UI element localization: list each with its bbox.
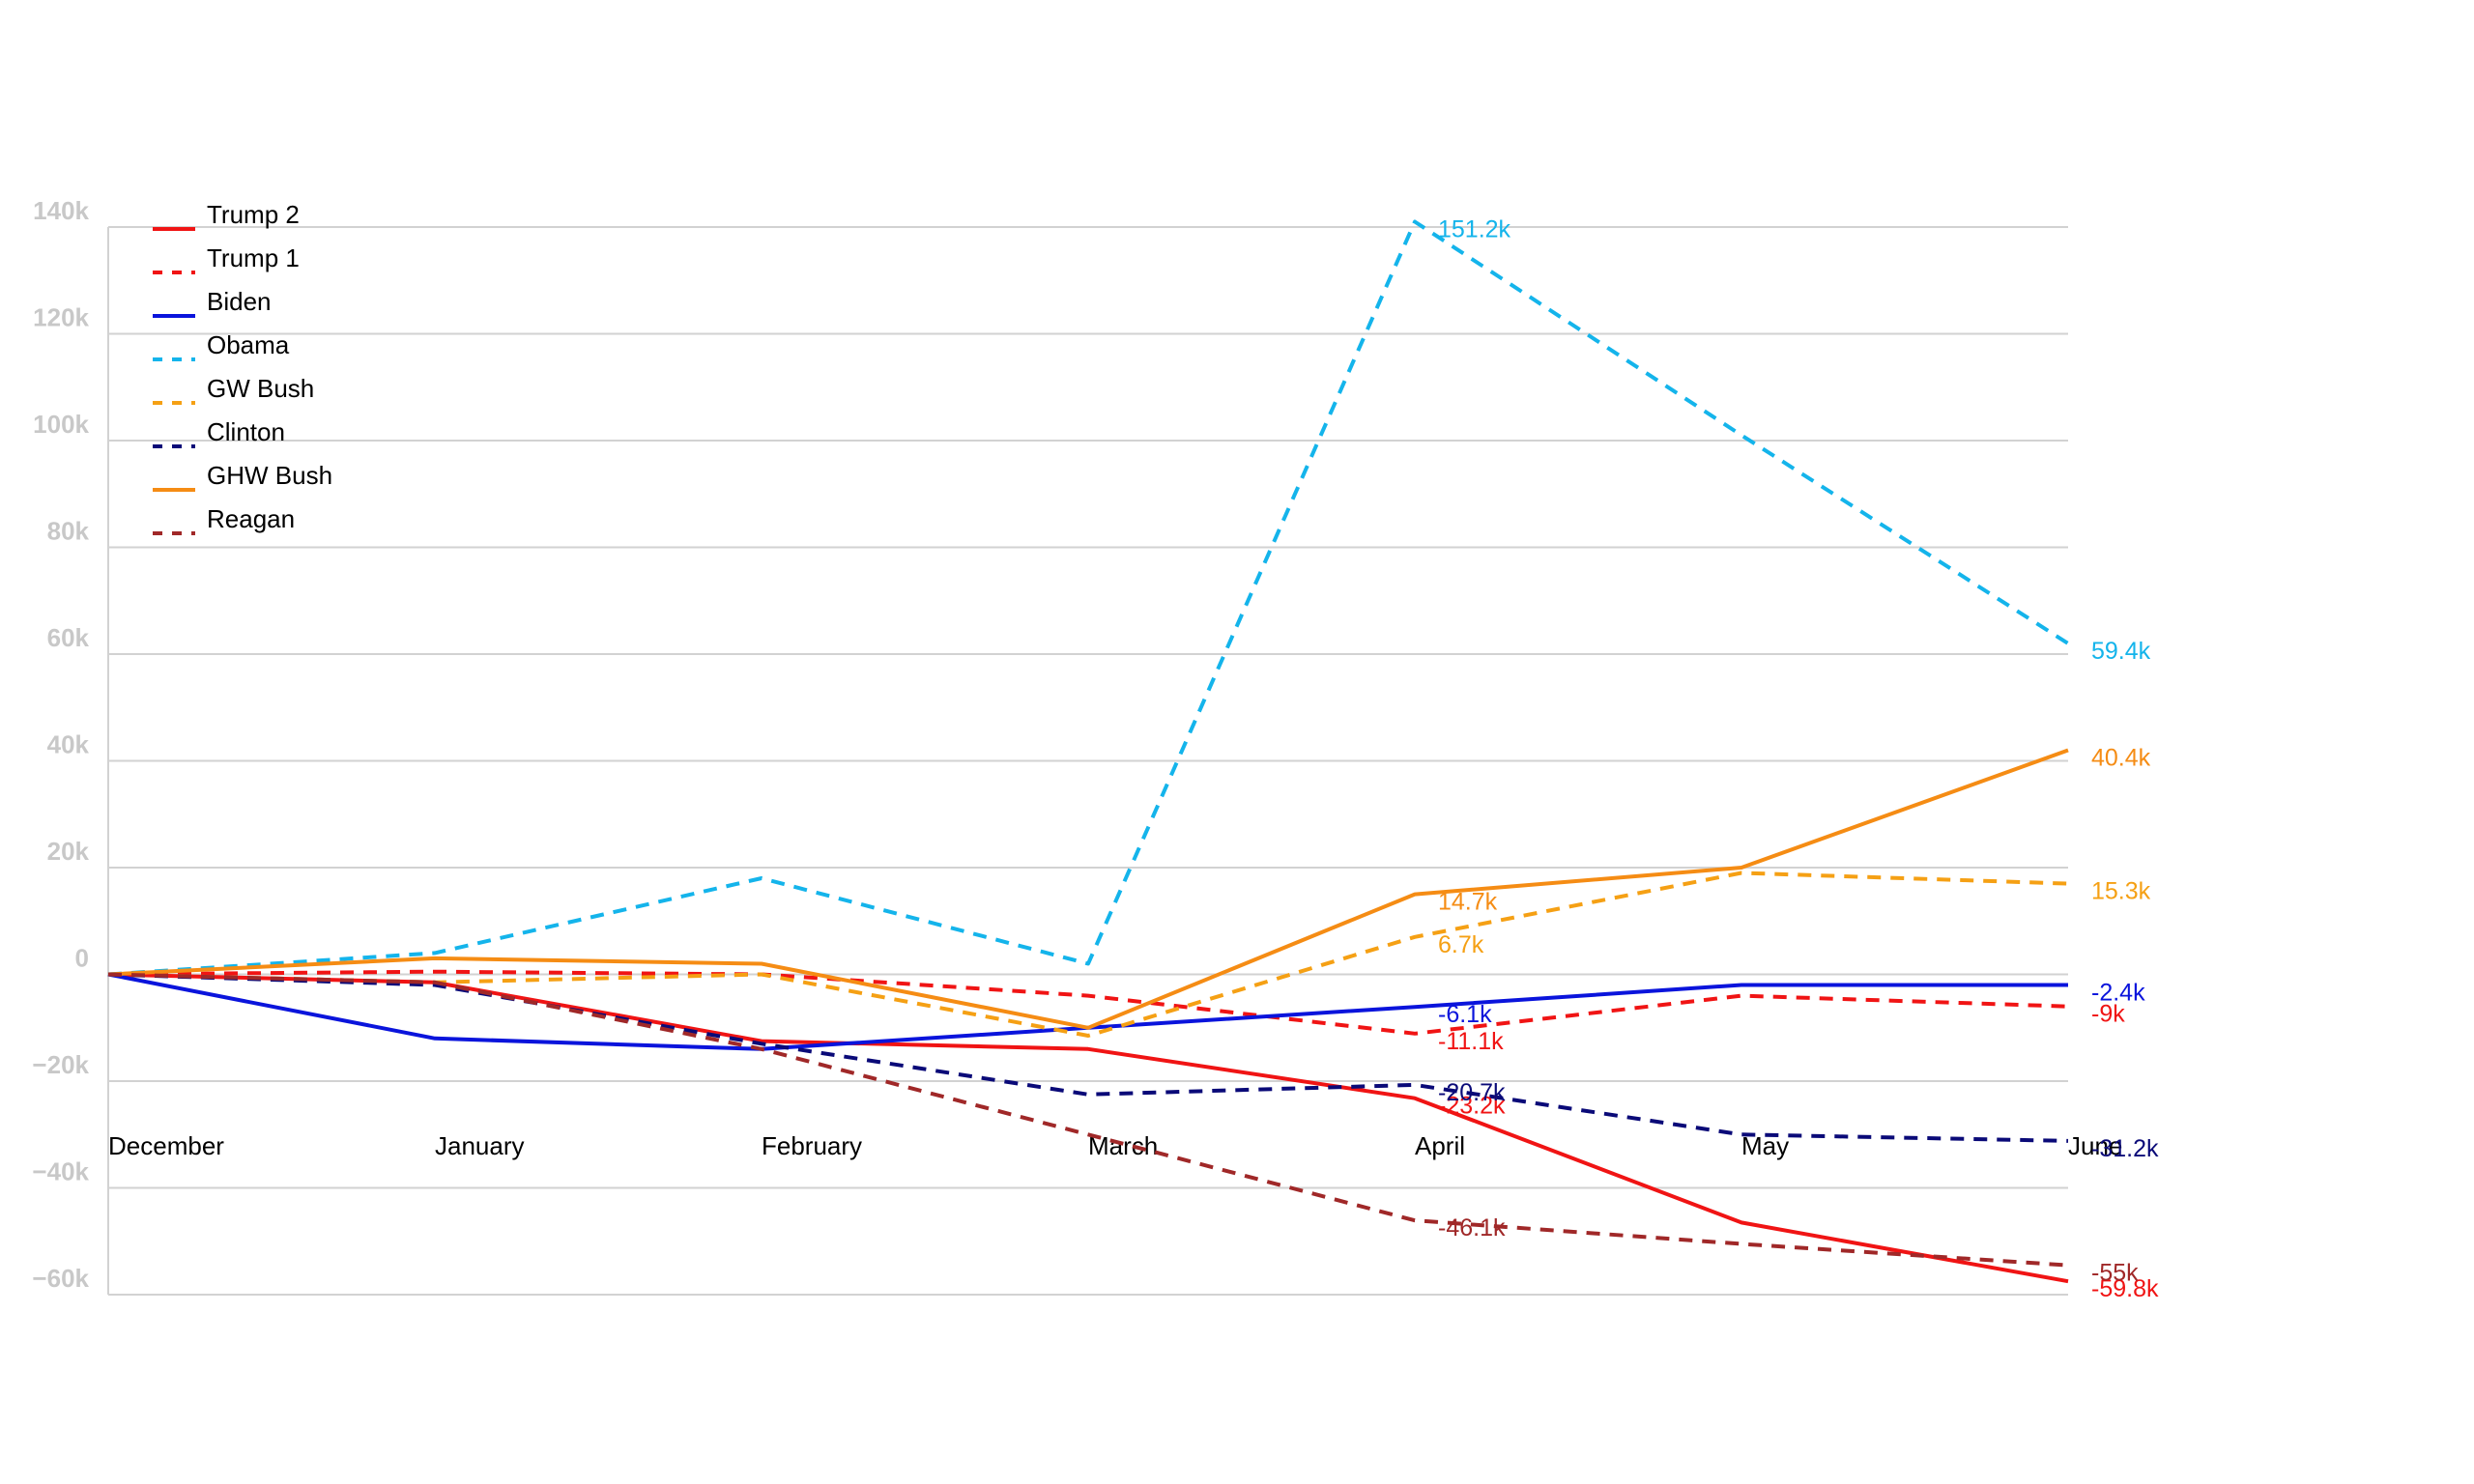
data-label: -11.1k (1438, 1028, 1504, 1055)
legend-label: Clinton (207, 417, 285, 446)
data-label: 14.7k (1438, 889, 1498, 916)
data-label: -59.8k (2091, 1275, 2159, 1302)
x-tick-label: February (762, 1131, 862, 1160)
legend-label: Trump 2 (207, 200, 300, 229)
data-label: -20.7k (1438, 1079, 1506, 1106)
y-tick-label: 140k (33, 196, 89, 225)
series-line-gw-bush (107, 870, 2069, 1038)
series-line-clinton (107, 972, 2069, 1143)
y-tick-label: −40k (32, 1157, 89, 1186)
data-label: -55k (2091, 1260, 2139, 1287)
y-tick-label: 0 (75, 944, 89, 973)
data-label: 151.2k (1438, 215, 1511, 243)
legend-label: Obama (207, 330, 290, 359)
series-line-biden (107, 972, 2068, 1051)
y-axis: 140k 120k 100k 80k 60k 40k 20k 0 −20k −40k −60k (32, 196, 109, 1295)
legend-label: Reagan (207, 504, 295, 533)
x-tick-label: April (1415, 1131, 1465, 1160)
data-label: -23.2k (1438, 1093, 1506, 1120)
legend-label: GW Bush (207, 374, 314, 403)
x-axis: December January February March April May June (108, 1131, 2122, 1160)
gridlines (108, 226, 2068, 1296)
data-labels: -23.2k -59.8k -11.1k -9k -6.1k -2.4k 151.2k 59.… (1438, 215, 2159, 1302)
series-line-obama (107, 219, 2070, 977)
data-label: -6.1k (1438, 1001, 1492, 1028)
legend-label: Biden (207, 287, 272, 316)
data-label: -31.2k (2091, 1135, 2159, 1162)
legend[interactable]: Trump 2 Trump 1 Biden Obama GW Bush Clinton GH… (153, 200, 332, 535)
series-line-reagan (107, 972, 2069, 1268)
y-tick-label: 60k (47, 623, 90, 652)
data-label: -46.1k (1438, 1214, 1506, 1241)
data-label: 6.7k (1438, 931, 1484, 958)
series-line-trump-1 (107, 969, 2069, 1036)
legend-label: Trump 1 (207, 243, 300, 272)
legend-label: GHW Bush (207, 461, 332, 490)
y-tick-label: 20k (47, 837, 90, 866)
data-label: -9k (2091, 1001, 2125, 1028)
series-line-ghw-bush (107, 748, 2069, 1030)
y-tick-label: 120k (33, 303, 89, 332)
data-label: 15.3k (2091, 878, 2151, 905)
data-label: -2.4k (2091, 980, 2145, 1007)
y-tick-label: −20k (32, 1050, 89, 1079)
x-tick-label: December (108, 1131, 224, 1160)
series-lines (107, 219, 2070, 1284)
data-label: 40.4k (2091, 744, 2151, 771)
data-label: 59.4k (2091, 638, 2151, 665)
x-tick-label: January (435, 1131, 525, 1160)
y-tick-label: 100k (33, 410, 89, 439)
y-tick-label: 80k (47, 517, 90, 546)
series-line-trump-2 (107, 972, 2069, 1284)
y-tick-label: −60k (32, 1264, 89, 1293)
y-tick-label: 40k (47, 730, 90, 759)
x-tick-label: June (2068, 1131, 2122, 1160)
